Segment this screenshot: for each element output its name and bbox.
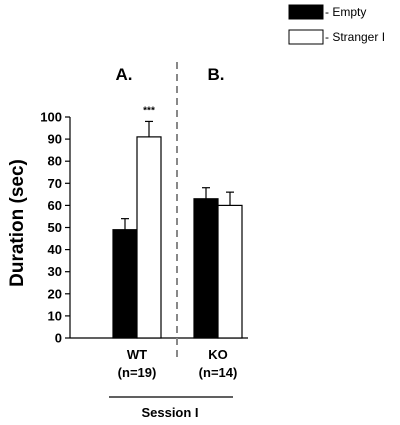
y-tick-label: 70 bbox=[48, 176, 62, 191]
legend-swatch-empty bbox=[288, 4, 324, 20]
y-tick-label: 60 bbox=[48, 198, 62, 213]
category-sublabel-wt: (n=19) bbox=[118, 365, 157, 380]
bar-stranger-wt bbox=[136, 136, 162, 339]
legend-swatch-stranger bbox=[288, 29, 324, 45]
bar-empty-wt bbox=[112, 229, 138, 339]
category-sublabel-ko: (n=14) bbox=[199, 365, 238, 380]
y-tick-label: 80 bbox=[48, 154, 62, 169]
y-tick-label: 30 bbox=[48, 264, 62, 279]
y-tick-label: 10 bbox=[48, 308, 62, 323]
panel-label-a: A. bbox=[116, 65, 133, 84]
bar-empty-ko bbox=[193, 198, 219, 339]
bars: *** bbox=[112, 105, 243, 339]
category-label-wt: WT bbox=[127, 347, 147, 362]
y-axis-title: Duration (sec) bbox=[7, 159, 28, 287]
legend-label-stranger: - Stranger I bbox=[325, 30, 385, 44]
y-tick-label: 40 bbox=[48, 242, 62, 257]
y-tick-label: 90 bbox=[48, 132, 62, 147]
bar-stranger-ko bbox=[217, 204, 243, 339]
significance-marker: *** bbox=[143, 105, 155, 116]
category-label-ko: KO bbox=[208, 347, 228, 362]
y-tick-label: 100 bbox=[40, 110, 62, 125]
y-tick-label: 0 bbox=[55, 331, 62, 346]
panel-label-b: B. bbox=[208, 65, 225, 84]
y-tick-label: 50 bbox=[48, 220, 62, 235]
legend: - Empty - Stranger I bbox=[288, 4, 385, 45]
y-ticks: 0 10 20 30 40 50 60 70 80 90 100 bbox=[40, 110, 70, 346]
legend-label-empty: - Empty bbox=[325, 5, 366, 19]
group-label: Session I bbox=[141, 405, 198, 420]
y-tick-label: 20 bbox=[48, 286, 62, 301]
